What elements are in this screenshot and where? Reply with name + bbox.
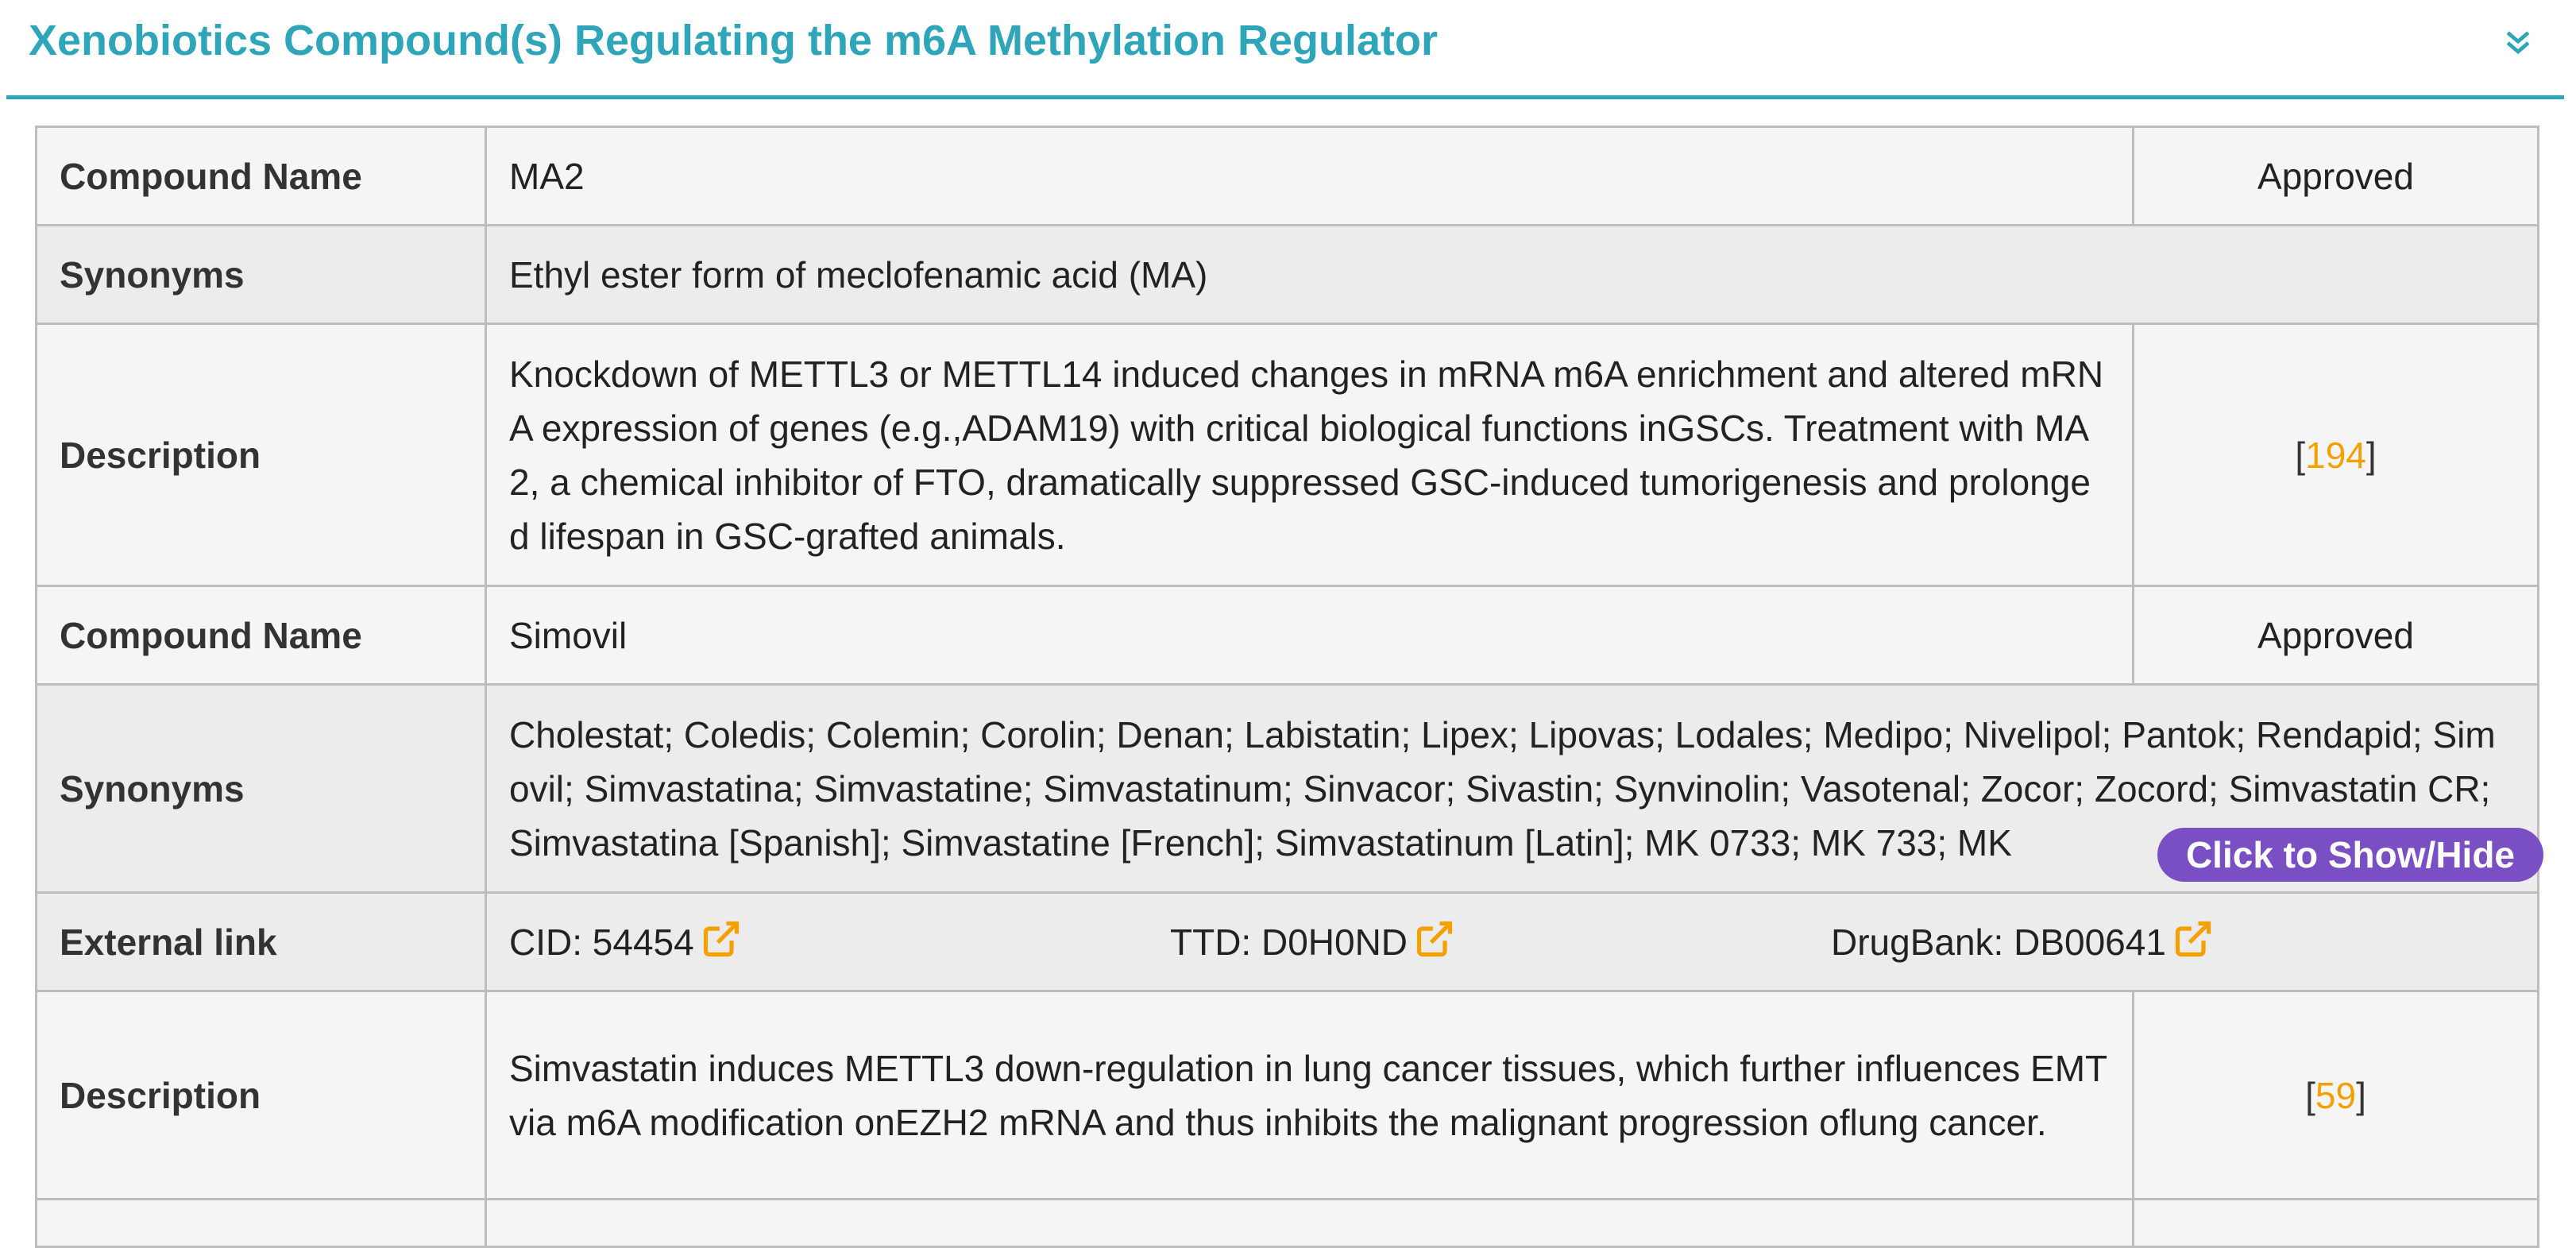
external-links-cell: CID: 54454 TTD: D0H0ND DrugBank: DB00641 [485, 891, 2539, 992]
external-link-text: TTD: D0H0ND [1170, 921, 1408, 963]
compound-name: Simovil [485, 585, 2134, 686]
show-hide-button[interactable]: Click to Show/Hide [2157, 828, 2543, 882]
synonyms-label: Synonyms [35, 224, 487, 325]
external-link-ttd[interactable]: TTD: D0H0ND [1170, 915, 1455, 969]
synonyms-cell: Cholestat; Coledis; Colemin; Corolin; De… [485, 683, 2543, 894]
description-label: Description [35, 990, 487, 1200]
table-row: Synonyms Ethyl ester form of meclofenami… [35, 224, 2539, 325]
table-row: External link CID: 54454 TTD: D0H0ND Dru… [35, 891, 2539, 992]
external-link-icon [2175, 921, 2211, 956]
compound-table: Compound Name MA2 Approved Synonyms Ethy… [35, 126, 2543, 1248]
table-cell [35, 1198, 487, 1248]
external-link-icon [1416, 921, 1453, 956]
approval-status: Approved [2132, 585, 2539, 686]
panel-title: Xenobiotics Compound(s) Regulating the m… [29, 17, 1439, 64]
approval-status: Approved [2132, 126, 2539, 226]
table-row: Description Simvastatin induces METTL3 d… [35, 990, 2539, 1200]
table-row: Compound Name Simovil Approved [35, 585, 2539, 686]
synonyms-value: Ethyl ester form of meclofenamic acid (M… [485, 224, 2539, 325]
external-link-label: External link [35, 891, 487, 992]
compound-name-label: Compound Name [35, 585, 487, 686]
reference-cell: [59] [2132, 990, 2539, 1200]
reference-link[interactable]: 59 [2315, 1074, 2357, 1116]
compound-panel: Xenobiotics Compound(s) Regulating the m… [6, 0, 2564, 1248]
table-row: Description Knockdown of METTL3 or METTL… [35, 323, 2539, 587]
compound-name-label: Compound Name [35, 126, 487, 226]
reference-link[interactable]: 194 [2305, 434, 2366, 476]
external-link-text: CID: 54454 [509, 921, 694, 963]
collapse-chevron-icon[interactable] [2501, 25, 2535, 60]
description-label: Description [35, 323, 487, 587]
panel-header: Xenobiotics Compound(s) Regulating the m… [6, 0, 2564, 99]
table-row: Synonyms Cholestat; Coledis; Colemin; Co… [35, 683, 2543, 894]
synonyms-label: Synonyms [35, 683, 487, 894]
reference-cell: [194] [2132, 323, 2539, 587]
description-text: Knockdown of METTL3 or METTL14 induced c… [485, 323, 2134, 587]
table-cell [485, 1198, 2134, 1248]
external-link-icon [703, 921, 739, 956]
external-link-cid[interactable]: CID: 54454 [509, 915, 742, 969]
external-link-text: DrugBank: DB00641 [1831, 921, 2166, 963]
external-link-drugbank[interactable]: DrugBank: DB00641 [1831, 915, 2214, 969]
table-cell [2132, 1198, 2539, 1248]
table-row [35, 1198, 2539, 1248]
description-text: Simvastatin induces METTL3 down-regulati… [485, 990, 2134, 1200]
table-row: Compound Name MA2 Approved [35, 126, 2539, 226]
synonyms-value: Cholestat; Coledis; Colemin; Corolin; De… [509, 713, 2496, 864]
compound-name: MA2 [485, 126, 2134, 226]
